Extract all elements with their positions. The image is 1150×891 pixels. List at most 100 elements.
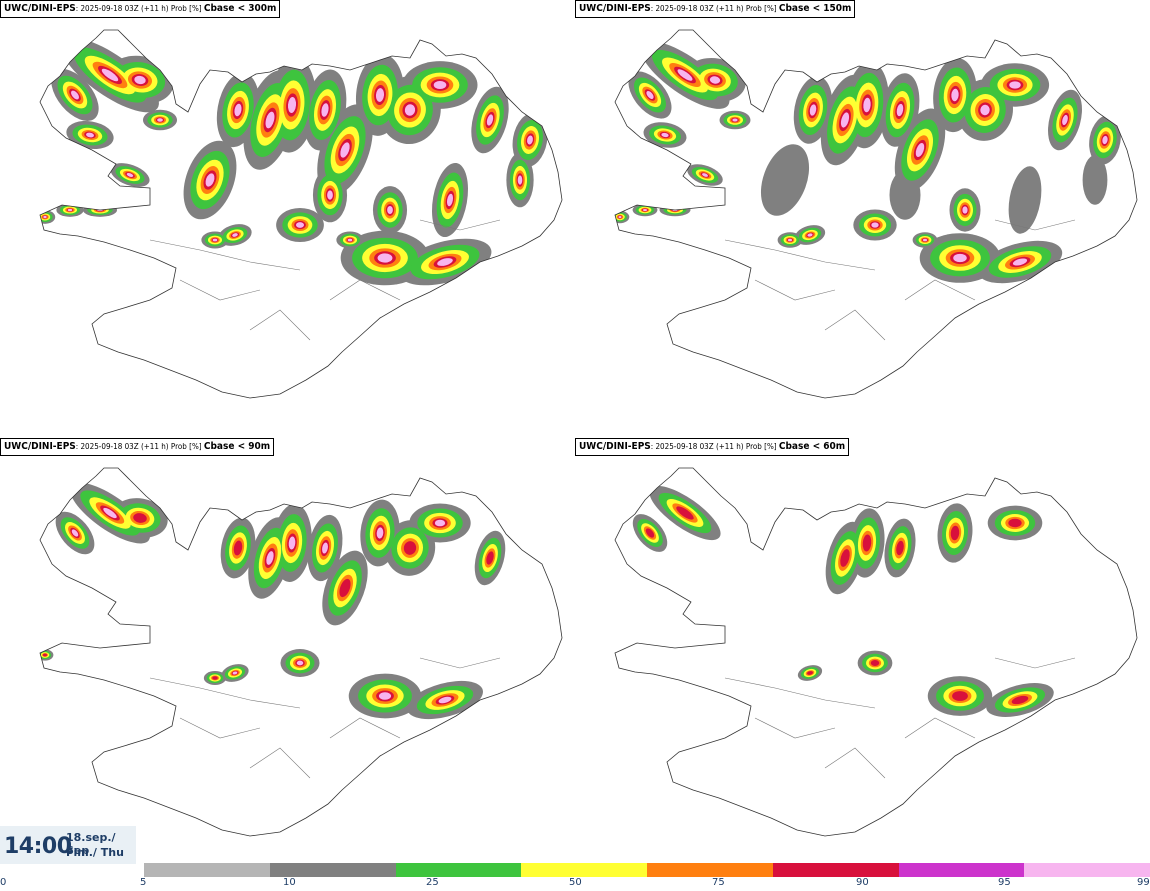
probability-contour bbox=[732, 118, 738, 122]
legend-color-segment bbox=[144, 863, 270, 877]
model-name: UWC/DINI-EPS bbox=[4, 441, 76, 452]
probability-contour bbox=[642, 208, 648, 212]
probability-contour bbox=[101, 68, 119, 82]
probability-contour bbox=[232, 671, 238, 675]
probability-contour bbox=[646, 91, 654, 99]
legend-tick-label: 75 bbox=[712, 877, 725, 888]
variable-label: Cbase < 300m bbox=[203, 3, 277, 14]
terrain-line bbox=[149, 219, 501, 341]
legend-tick-label: 0 bbox=[0, 877, 7, 888]
panel-title: UWC/DINI-EPS: 2025-09-18 03Z (+11 h) Pro… bbox=[0, 0, 281, 18]
terrain-line bbox=[724, 657, 1076, 779]
probability-contour bbox=[437, 258, 453, 266]
probability-contour bbox=[1008, 518, 1022, 528]
probability-contour bbox=[296, 660, 304, 666]
panel-title: UWC/DINI-EPS: 2025-09-18 03Z (+11 h) Pro… bbox=[575, 438, 850, 456]
valid-time-box: 14:00 18.sep./ Sep Fim./ Thu bbox=[0, 826, 136, 864]
legend-tick-label: 50 bbox=[569, 877, 582, 888]
legend-tick-label: 25 bbox=[426, 877, 439, 888]
probability-contour bbox=[896, 103, 904, 117]
probability-contour bbox=[760, 144, 810, 216]
probability-contour bbox=[962, 206, 968, 214]
probability-contour bbox=[287, 97, 297, 113]
map-panel: UWC/DINI-EPS: 2025-09-18 03Z (+11 h) Pro… bbox=[575, 0, 1150, 438]
probability-contour bbox=[446, 193, 454, 207]
probability-contour bbox=[486, 114, 494, 126]
probability-contour bbox=[896, 540, 904, 556]
probability-contour bbox=[134, 75, 146, 85]
probability-field bbox=[615, 41, 1121, 284]
probability-contour bbox=[339, 578, 351, 598]
probability-contour bbox=[86, 132, 94, 138]
probability-contour bbox=[322, 542, 328, 554]
probability-contour bbox=[951, 88, 959, 102]
probability-contour bbox=[433, 80, 447, 90]
probability-contour bbox=[618, 215, 622, 219]
probability-contour bbox=[126, 173, 134, 177]
iceland-map bbox=[614, 29, 1138, 399]
probability-contour bbox=[807, 671, 813, 675]
probability-contour bbox=[953, 253, 967, 263]
probability-contour bbox=[1009, 81, 1021, 89]
coastline bbox=[614, 467, 1138, 837]
terrain-line bbox=[149, 657, 501, 779]
valid-date-line2: Fim./ Thu bbox=[66, 846, 124, 859]
probability-contour bbox=[1062, 114, 1068, 126]
probability-contour bbox=[661, 132, 669, 138]
probability-contour bbox=[645, 528, 655, 538]
run-info: : 2025-09-18 03Z (+11 h) Prob [%] bbox=[650, 4, 779, 13]
probability-contour bbox=[1008, 166, 1042, 234]
probability-contour bbox=[43, 215, 47, 219]
probability-contour bbox=[840, 112, 850, 128]
probability-contour bbox=[377, 253, 393, 263]
iceland-map bbox=[39, 29, 563, 399]
probability-contour bbox=[434, 519, 446, 527]
probability-contour bbox=[205, 173, 215, 187]
probability-contour bbox=[157, 118, 163, 122]
probability-contour bbox=[133, 513, 147, 523]
color-legend bbox=[144, 863, 1150, 877]
legend-tick-label: 95 bbox=[998, 877, 1011, 888]
probability-contour bbox=[787, 238, 793, 242]
probability-contour bbox=[212, 676, 218, 680]
map-panel: UWC/DINI-EPS: 2025-09-18 03Z (+11 h) Pro… bbox=[0, 438, 575, 876]
probability-contour bbox=[871, 222, 879, 228]
probability-contour bbox=[862, 534, 872, 552]
probability-contour bbox=[870, 659, 880, 667]
legend-color-segment bbox=[269, 863, 396, 877]
probability-contour bbox=[266, 551, 274, 565]
probability-contour bbox=[915, 143, 925, 157]
coastline bbox=[39, 29, 563, 399]
probability-contour bbox=[378, 692, 392, 700]
probability-contour bbox=[212, 238, 218, 242]
legend-tick-label: 99 bbox=[1137, 877, 1150, 888]
legend-color-segment bbox=[898, 863, 1025, 877]
probability-contour bbox=[327, 190, 333, 200]
legend-tick-label: 10 bbox=[283, 877, 296, 888]
map-panel: UWC/DINI-EPS: 2025-09-18 03Z (+11 h) Pro… bbox=[575, 438, 1150, 876]
iceland-map bbox=[614, 467, 1138, 837]
legend-color-segment bbox=[395, 863, 522, 877]
probability-contour bbox=[676, 506, 694, 520]
probability-contour bbox=[486, 551, 494, 565]
probability-contour bbox=[295, 222, 305, 228]
model-name: UWC/DINI-EPS bbox=[579, 3, 651, 14]
coastline bbox=[614, 29, 1138, 399]
terrain-line bbox=[724, 219, 1076, 341]
probability-contour bbox=[232, 233, 238, 237]
probability-contour bbox=[340, 142, 350, 158]
probability-contour bbox=[702, 173, 708, 177]
probability-contour bbox=[709, 76, 721, 84]
model-name: UWC/DINI-EPS bbox=[4, 3, 76, 14]
probability-contour bbox=[950, 525, 960, 541]
probability-contour bbox=[517, 175, 523, 185]
probability-contour bbox=[376, 527, 384, 539]
probability-contour bbox=[288, 536, 296, 550]
probability-contour bbox=[71, 529, 79, 537]
probability-contour bbox=[952, 691, 968, 701]
probability-contour bbox=[807, 233, 813, 237]
probability-contour bbox=[233, 540, 243, 556]
probability-contour bbox=[677, 69, 693, 81]
probability-contour bbox=[387, 205, 393, 215]
probability-field bbox=[40, 37, 548, 286]
